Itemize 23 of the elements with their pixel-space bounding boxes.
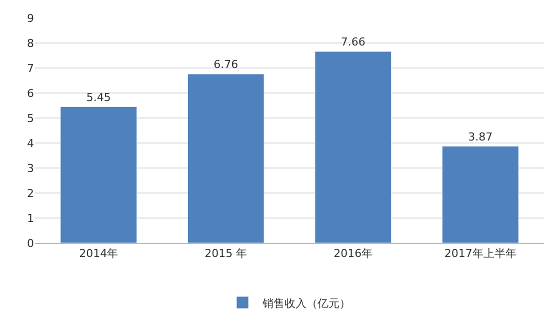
- bar: [60, 106, 138, 243]
- y-tick-label: 6: [27, 86, 34, 100]
- y-tick-label: 3: [27, 162, 34, 175]
- y-tick-label: 9: [27, 12, 34, 25]
- legend-label: 销售收入（亿元）: [262, 296, 350, 310]
- y-tick-label: 4: [27, 136, 34, 150]
- x-tick-label: 2016年: [334, 247, 373, 260]
- y-tick-label: 0: [27, 236, 34, 250]
- y-tick-label: 2: [27, 186, 34, 200]
- data-label: 5.45: [86, 90, 111, 104]
- bar: [187, 74, 264, 243]
- x-tick-label: 2015 年: [204, 247, 248, 260]
- y-tick-label: 1: [27, 212, 34, 225]
- x-tick-label: 2017年上半年: [444, 247, 516, 260]
- y-tick-label: 7: [27, 62, 34, 75]
- data-label: 6.76: [214, 58, 238, 71]
- data-label: 3.87: [468, 130, 493, 144]
- bar: [314, 51, 392, 243]
- bar: [442, 146, 519, 243]
- x-tick-label: 2014年: [79, 247, 118, 260]
- y-tick-label: 5: [27, 112, 34, 125]
- y-tick-label: 8: [27, 36, 34, 50]
- data-label: 7.66: [340, 36, 366, 48]
